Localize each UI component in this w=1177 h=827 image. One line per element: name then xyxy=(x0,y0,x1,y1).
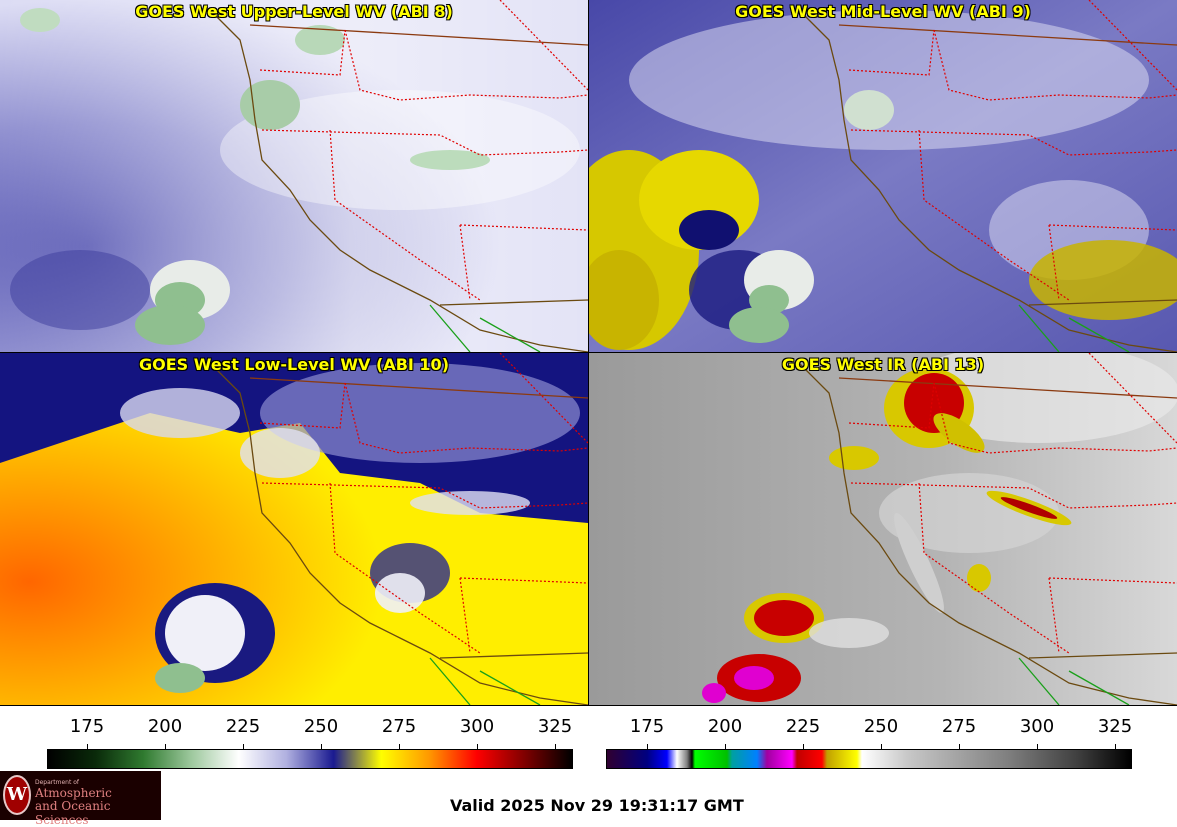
ir-tick-mark xyxy=(1115,744,1116,750)
low-level-wv-image xyxy=(0,353,588,705)
wv-tick-mark xyxy=(555,744,556,750)
wv-tick-label: 325 xyxy=(537,716,573,737)
ir-tick-label: 325 xyxy=(1097,716,1133,737)
panel-bottom-border xyxy=(0,705,1177,706)
ir-tick-mark xyxy=(647,744,648,750)
uw-crest-icon: W xyxy=(3,775,31,815)
wv-tick-label: 175 xyxy=(69,716,105,737)
wv-tick-mark xyxy=(477,744,478,750)
upper-level-wv-image xyxy=(0,0,588,352)
panel-upper-level-wv: GOES West Upper-Level WV (ABI 8) xyxy=(0,0,588,352)
panel-title: GOES West Upper-Level WV (ABI 8) xyxy=(135,2,453,21)
aos-logo: W Department of Atmospheric and Oceanic … xyxy=(0,771,161,827)
panel-divider-vertical xyxy=(588,0,589,706)
ir-colorbar xyxy=(606,749,1132,769)
wv-colorbar xyxy=(47,749,573,769)
wv-tick-mark xyxy=(243,744,244,750)
wv-tick-label: 200 xyxy=(147,716,183,737)
wv-tick-label: 250 xyxy=(303,716,339,737)
ir-tick-mark xyxy=(881,744,882,750)
panel-low-level-wv: GOES West Low-Level WV (ABI 10) xyxy=(0,353,588,705)
ir-tick-label: 200 xyxy=(707,716,743,737)
wv-tick-mark xyxy=(165,744,166,750)
wv-tick-label: 225 xyxy=(225,716,261,737)
panel-title: GOES West IR (ABI 13) xyxy=(781,355,985,374)
ir-image xyxy=(589,353,1177,705)
ir-tick-mark xyxy=(803,744,804,750)
ir-tick-label: 300 xyxy=(1019,716,1055,737)
logo-line-atmospheric: Atmospheric xyxy=(35,786,112,800)
ir-tick-mark xyxy=(959,744,960,750)
ir-tick-mark xyxy=(725,744,726,750)
ir-tick-label: 250 xyxy=(863,716,899,737)
ir-tick-label: 225 xyxy=(785,716,821,737)
wv-tick-label: 300 xyxy=(459,716,495,737)
ir-tick-label: 175 xyxy=(629,716,665,737)
panel-title: GOES West Mid-Level WV (ABI 9) xyxy=(735,2,1031,21)
wv-colorbar-ticks: 175 200 225 250 275 300 325 xyxy=(48,716,572,750)
logo-line-oceanic: and Oceanic Sciences xyxy=(35,799,111,827)
panel-ir: GOES West IR (ABI 13) xyxy=(589,353,1177,705)
panel-title: GOES West Low-Level WV (ABI 10) xyxy=(138,355,449,374)
wv-tick-mark xyxy=(321,744,322,750)
ir-colorbar-ticks: 175 200 225 250 275 300 325 xyxy=(606,716,1133,750)
ir-tick-label: 275 xyxy=(941,716,977,737)
valid-time-label: Valid 2025 Nov 29 19:31:17 GMT xyxy=(450,796,744,815)
wv-tick-mark xyxy=(399,744,400,750)
ir-tick-mark xyxy=(1037,744,1038,750)
wv-tick-mark xyxy=(87,744,88,750)
panel-mid-level-wv: GOES West Mid-Level WV (ABI 9) xyxy=(589,0,1177,352)
panel-divider-horizontal xyxy=(0,352,1177,353)
mid-level-wv-image xyxy=(589,0,1177,352)
logo-department-label: Department of xyxy=(35,779,79,786)
wv-tick-label: 275 xyxy=(381,716,417,737)
